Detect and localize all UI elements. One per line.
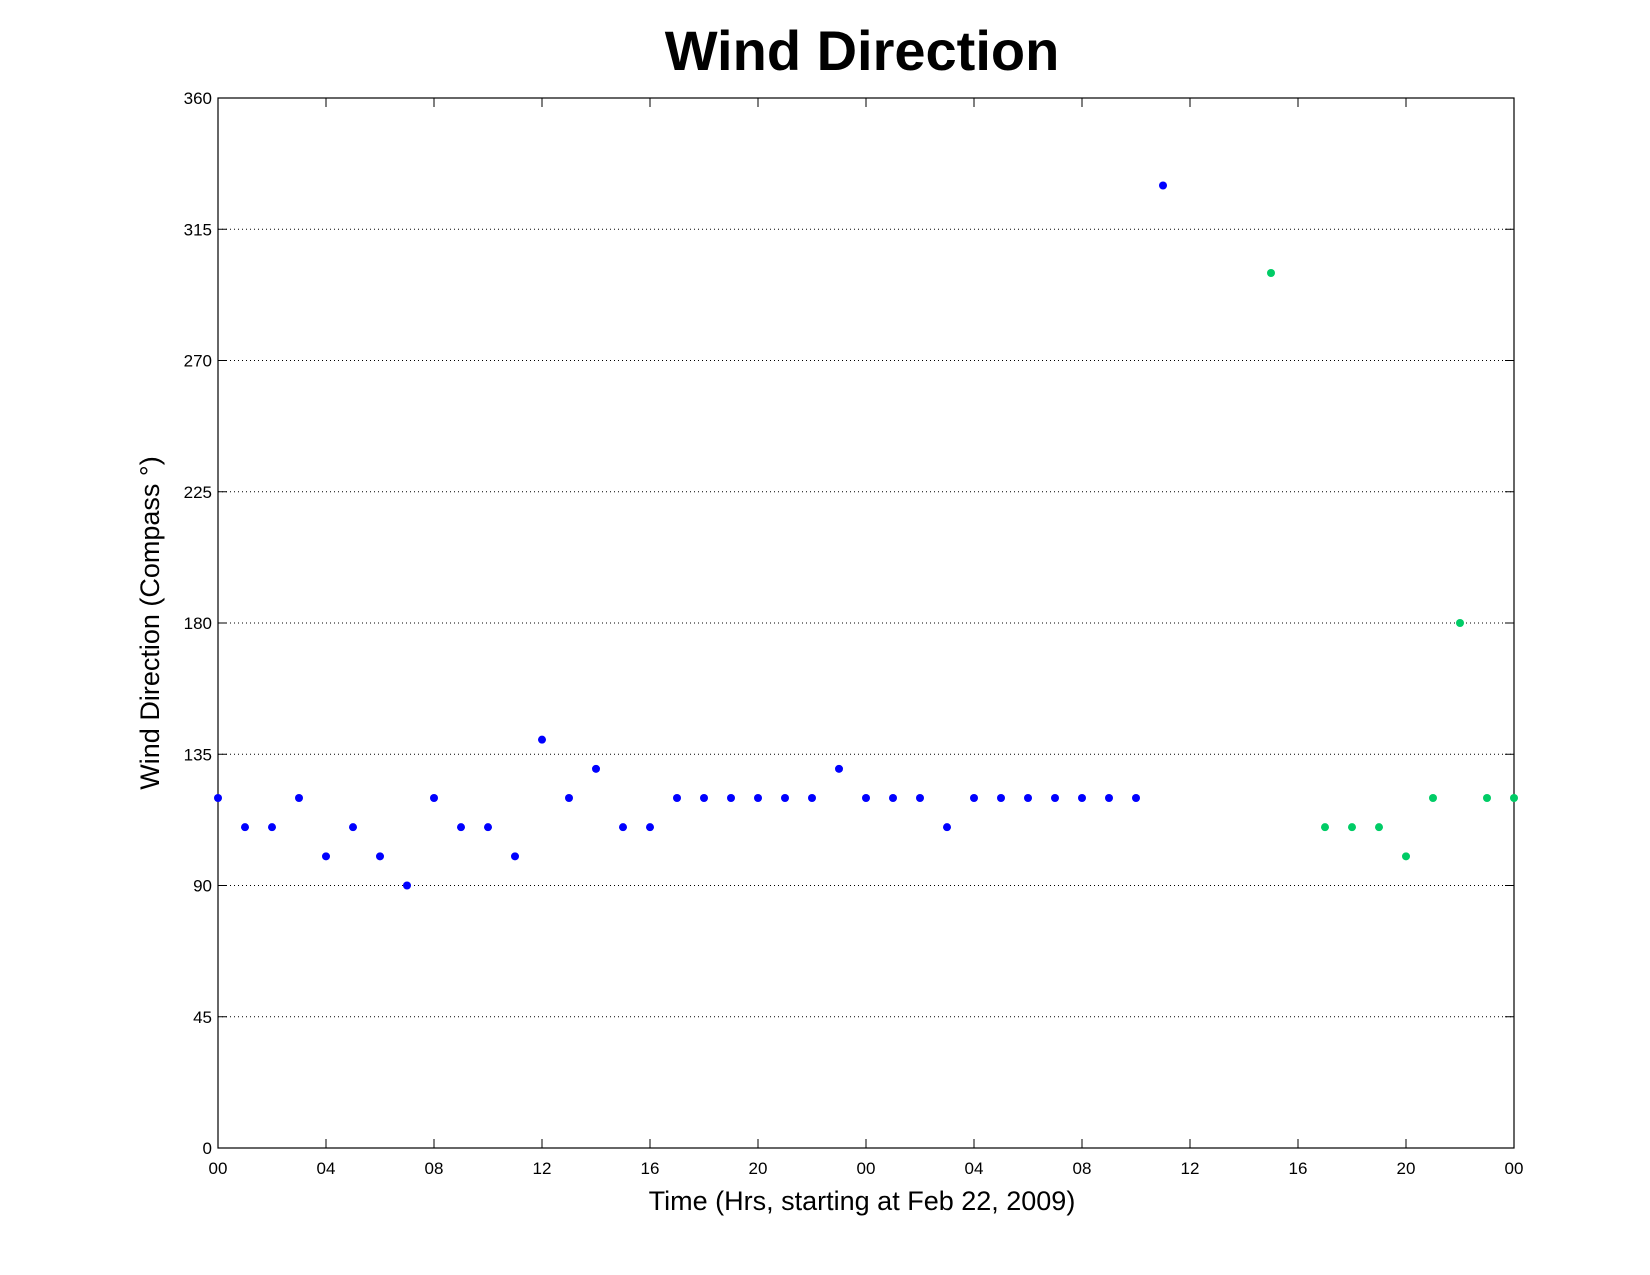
x-tick-label: 20 bbox=[1397, 1159, 1416, 1178]
data-point bbox=[1402, 852, 1410, 861]
data-point bbox=[835, 764, 843, 773]
y-tick-label: 360 bbox=[184, 89, 212, 108]
data-point bbox=[241, 823, 249, 832]
y-tick-label: 45 bbox=[193, 1008, 212, 1027]
data-point bbox=[457, 823, 465, 832]
y-tick-label: 90 bbox=[193, 877, 212, 896]
data-point bbox=[1348, 823, 1356, 832]
data-point bbox=[970, 794, 978, 802]
data-point bbox=[808, 794, 816, 802]
y-tick-label: 270 bbox=[184, 352, 212, 371]
data-point bbox=[403, 881, 411, 890]
x-tick-label: 12 bbox=[1181, 1159, 1200, 1178]
data-point bbox=[565, 794, 573, 802]
x-tick-label: 16 bbox=[1289, 1159, 1308, 1178]
data-point bbox=[214, 794, 222, 802]
data-point bbox=[376, 852, 384, 861]
data-point bbox=[1321, 823, 1329, 832]
y-axis-label: Wind Direction (Compass °) bbox=[135, 456, 165, 789]
data-point bbox=[727, 794, 735, 802]
y-tick-label: 0 bbox=[203, 1139, 212, 1158]
data-point bbox=[1267, 269, 1275, 277]
data-point bbox=[862, 794, 870, 802]
data-point bbox=[943, 823, 951, 832]
x-axis-label: Time (Hrs, starting at Feb 22, 2009) bbox=[649, 1186, 1076, 1216]
data-point bbox=[781, 794, 789, 802]
data-point bbox=[673, 794, 681, 802]
data-point bbox=[1375, 823, 1383, 832]
data-point bbox=[538, 735, 546, 744]
data-point bbox=[619, 823, 627, 832]
y-tick-label: 180 bbox=[184, 614, 212, 633]
data-point bbox=[1105, 794, 1113, 802]
x-tick-label: 04 bbox=[965, 1159, 984, 1178]
data-point bbox=[1024, 794, 1032, 802]
data-point bbox=[268, 823, 276, 832]
chart-title: Wind Direction bbox=[665, 19, 1060, 82]
data-point bbox=[1051, 794, 1059, 802]
data-point bbox=[1159, 181, 1167, 190]
x-tick-label: 20 bbox=[749, 1159, 768, 1178]
x-tick-label: 00 bbox=[1505, 1159, 1524, 1178]
data-point bbox=[889, 794, 897, 802]
data-point bbox=[646, 823, 654, 832]
x-tick-label: 08 bbox=[425, 1159, 444, 1178]
x-tick-label: 00 bbox=[857, 1159, 876, 1178]
axis-ticks: 0 45 90 135 180 225 270 315 360 00 04 08 12 16 20 00 04 0… bbox=[184, 89, 1524, 1178]
data-point bbox=[700, 794, 708, 802]
data-point bbox=[997, 794, 1005, 802]
data-point bbox=[916, 794, 924, 802]
data-point bbox=[349, 823, 357, 832]
data-point bbox=[1078, 794, 1086, 802]
y-tick-label: 135 bbox=[184, 745, 212, 764]
data-point bbox=[1483, 794, 1491, 802]
data-point bbox=[484, 823, 492, 832]
data-point bbox=[1429, 794, 1437, 802]
x-tick-label: 08 bbox=[1073, 1159, 1092, 1178]
data-point bbox=[1132, 794, 1140, 802]
x-tick-label: 12 bbox=[533, 1159, 552, 1178]
x-tick-label: 00 bbox=[209, 1159, 228, 1178]
grid-lines bbox=[218, 228, 1514, 1018]
data-points bbox=[214, 181, 1518, 890]
x-tick-label: 04 bbox=[317, 1159, 336, 1178]
y-tick-label: 315 bbox=[184, 220, 212, 239]
data-point bbox=[322, 852, 330, 861]
data-point bbox=[511, 852, 519, 861]
y-tick-label: 225 bbox=[184, 483, 212, 502]
data-point bbox=[295, 794, 303, 802]
data-point bbox=[1510, 794, 1518, 802]
data-point bbox=[754, 794, 762, 802]
data-point bbox=[592, 764, 600, 773]
x-tick-label: 16 bbox=[641, 1159, 660, 1178]
data-point bbox=[430, 794, 438, 802]
data-point bbox=[1456, 619, 1464, 627]
